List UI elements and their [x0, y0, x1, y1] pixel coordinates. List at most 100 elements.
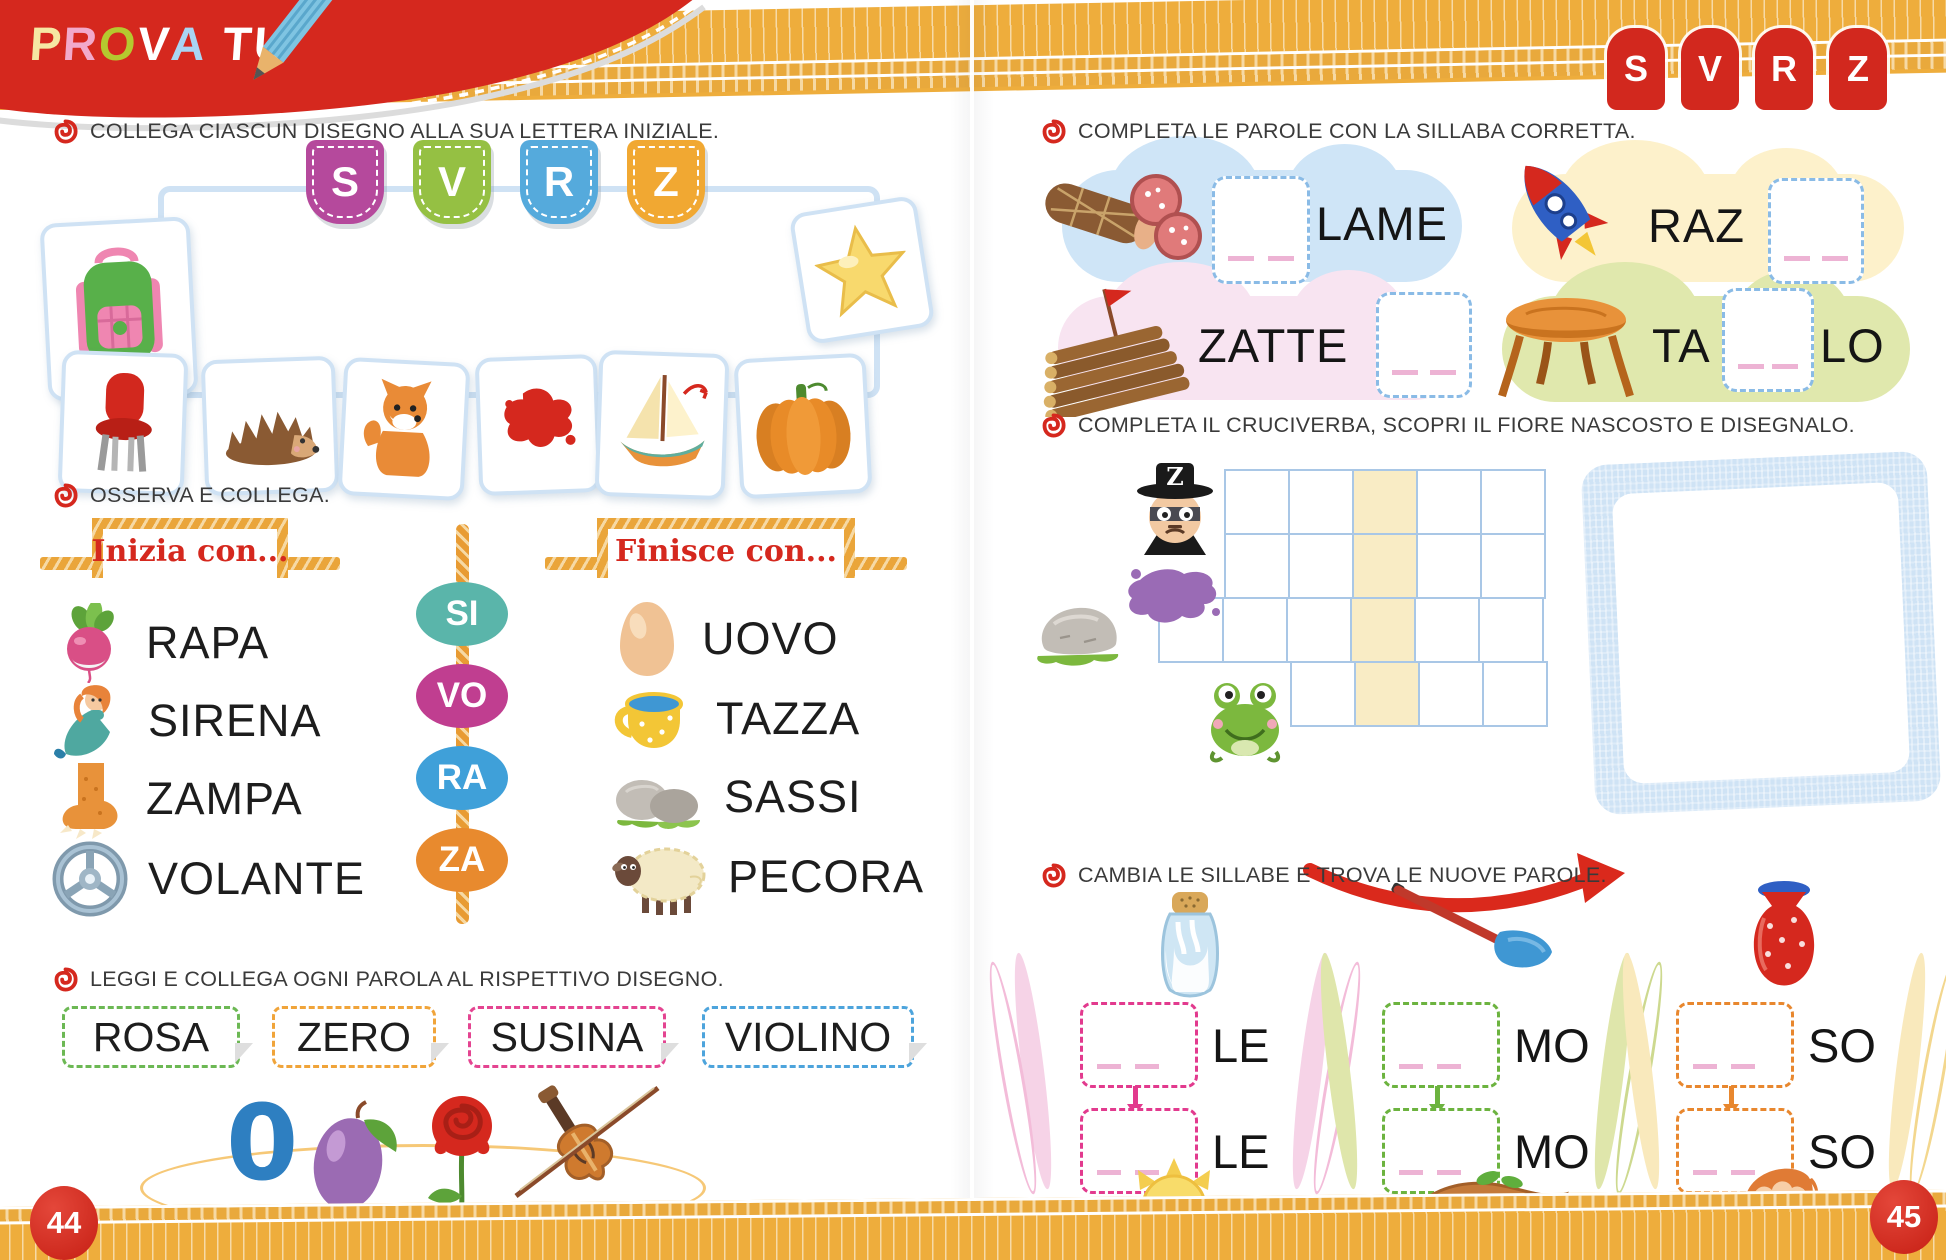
crossword-cell[interactable]	[1290, 661, 1356, 727]
picture-card-backpack[interactable]	[39, 216, 199, 402]
crossword-cell-highlight[interactable]	[1352, 469, 1418, 535]
match-item-sirena[interactable]: SIRENA	[52, 680, 322, 762]
oar-icon[interactable]	[1388, 882, 1558, 974]
crossword-cell[interactable]	[1416, 469, 1482, 535]
crossword-cell[interactable]	[1416, 533, 1482, 599]
crossword-row-zorro	[1224, 469, 1546, 535]
match-item-zampa[interactable]: ZAMPA	[52, 758, 303, 840]
syllable-label: SI	[445, 594, 479, 633]
crossword-cell[interactable]	[1480, 533, 1546, 599]
syllable-oval-si[interactable]: SI	[416, 582, 508, 646]
vase-icon[interactable]	[1738, 878, 1830, 996]
initial-letter-target-z[interactable]: Z	[627, 140, 705, 224]
sheep-icon	[612, 847, 706, 915]
letter-tab-z[interactable]: Z	[1829, 28, 1887, 110]
crossword-cell[interactable]	[1478, 597, 1544, 663]
banner-inizia-con: Inizia con...	[40, 518, 340, 578]
instruction-cruciverba: COMPLETA IL CRUCIVERBA, SCOPRI IL FIORE …	[1040, 412, 1855, 439]
crossword-cell-highlight[interactable]	[1352, 533, 1418, 599]
stone-icon[interactable]	[1030, 592, 1126, 670]
word-part-ta: TA	[1652, 319, 1711, 372]
match-word: PECORA	[728, 851, 925, 902]
tag-label: S	[330, 158, 359, 205]
syllable-oval-vo[interactable]: VO	[416, 664, 508, 728]
word-box-zero[interactable]: ZERO	[272, 1006, 449, 1068]
table-icon[interactable]	[1492, 290, 1640, 408]
word-box-susina[interactable]: SUSINA	[468, 1006, 679, 1068]
spiral-bullet-icon	[54, 967, 78, 992]
word-box-rosa[interactable]: ROSA	[62, 1006, 253, 1068]
syllable-oval-ra[interactable]: RA	[416, 746, 508, 810]
tab-label: R	[1771, 48, 1797, 89]
match-item-uovo[interactable]: UOVO	[612, 598, 839, 680]
flower-drawing-box[interactable]	[1580, 450, 1942, 816]
crossword-cell-highlight[interactable]	[1350, 597, 1416, 663]
syllable-blank-tavolo[interactable]	[1722, 288, 1814, 392]
sailboat-icon	[620, 374, 708, 467]
crossword-cell[interactable]	[1482, 661, 1548, 727]
initial-letter-target-r[interactable]: R	[520, 140, 598, 224]
initial-letter-target-s[interactable]: S	[306, 140, 384, 224]
instruction-completa-sillaba: COMPLETA LE PAROLE CON LA SILLABA CORRET…	[1040, 118, 1636, 145]
crossword-cell[interactable]	[1224, 533, 1290, 599]
banner-label: Inizia con...	[91, 534, 289, 569]
crossword-cell[interactable]	[1288, 533, 1354, 599]
salt-shaker-icon[interactable]	[1150, 888, 1230, 1000]
picture-card-star[interactable]	[788, 194, 936, 346]
syllable-input-vaso[interactable]	[1676, 1002, 1794, 1088]
frog-icon[interactable]	[1200, 668, 1290, 763]
cup-icon	[614, 692, 683, 748]
letter-tab-v[interactable]: V	[1681, 28, 1739, 110]
crossword-cell[interactable]	[1224, 469, 1290, 535]
picture-card-sailboat[interactable]	[594, 349, 730, 501]
syllable-le-2: LE	[1212, 1125, 1270, 1178]
match-word: RAPA	[146, 617, 270, 668]
plum-icon[interactable]	[296, 1100, 406, 1220]
syllable-input-remo[interactable]	[1382, 1002, 1500, 1088]
match-item-volante[interactable]: VOLANTE	[52, 838, 365, 920]
crossword-cell[interactable]	[1414, 597, 1480, 663]
syllable-so-2: SO	[1808, 1125, 1876, 1178]
syllable-label: RA	[436, 758, 488, 797]
syllable-input-sale[interactable]	[1080, 1002, 1198, 1088]
match-item-rapa[interactable]: RAPA	[52, 602, 269, 684]
letter-tab-r[interactable]: R	[1755, 28, 1813, 110]
crossword-cell[interactable]	[1418, 661, 1484, 727]
picture-card-hedgehog[interactable]	[200, 355, 340, 497]
picture-card-red-splash[interactable]	[474, 353, 602, 497]
zorro-icon[interactable]: Z	[1128, 455, 1223, 560]
page-number-left: 44	[30, 1186, 98, 1260]
rocket-icon[interactable]	[1490, 148, 1630, 273]
spiral-bullet-icon	[54, 483, 78, 508]
rose-icon[interactable]	[420, 1088, 504, 1233]
logo-letter: R	[61, 17, 102, 70]
initial-letter-target-v[interactable]: V	[413, 140, 491, 224]
backpack-icon	[75, 247, 163, 363]
picture-card-pumpkin[interactable]	[733, 352, 873, 500]
word-box-violino[interactable]: VIOLINO	[702, 1006, 927, 1068]
syllable-blank-zattera[interactable]	[1376, 292, 1472, 398]
salami-icon[interactable]	[1038, 158, 1203, 273]
picture-card-chair[interactable]	[57, 349, 189, 497]
match-item-pecora[interactable]: PECORA	[612, 836, 924, 918]
chair-icon	[95, 372, 152, 472]
syllable-blank-salame[interactable]	[1212, 176, 1310, 284]
crossword-cell[interactable]	[1288, 469, 1354, 535]
crossword-cell[interactable]	[1222, 597, 1288, 663]
match-word: TAZZA	[716, 693, 861, 744]
hedgehog-icon	[225, 411, 320, 466]
zero-numeral[interactable]: 0	[226, 1082, 298, 1204]
crossword-cell-highlight[interactable]	[1354, 661, 1420, 727]
letter-tab-s[interactable]: S	[1607, 28, 1665, 110]
purple-splash-icon[interactable]	[1122, 560, 1224, 626]
match-item-tazza[interactable]: TAZZA	[612, 678, 860, 760]
syllable-blank-razzo[interactable]	[1768, 178, 1864, 284]
raft-icon[interactable]	[1030, 282, 1190, 417]
crossword-cell[interactable]	[1480, 469, 1546, 535]
violin-icon[interactable]	[498, 1078, 668, 1218]
picture-card-fox[interactable]	[337, 356, 471, 502]
syllable-oval-za[interactable]: ZA	[416, 828, 508, 892]
match-item-sassi[interactable]: SASSI	[612, 756, 862, 838]
crossword-cell[interactable]	[1286, 597, 1352, 663]
radish-icon	[67, 603, 114, 683]
